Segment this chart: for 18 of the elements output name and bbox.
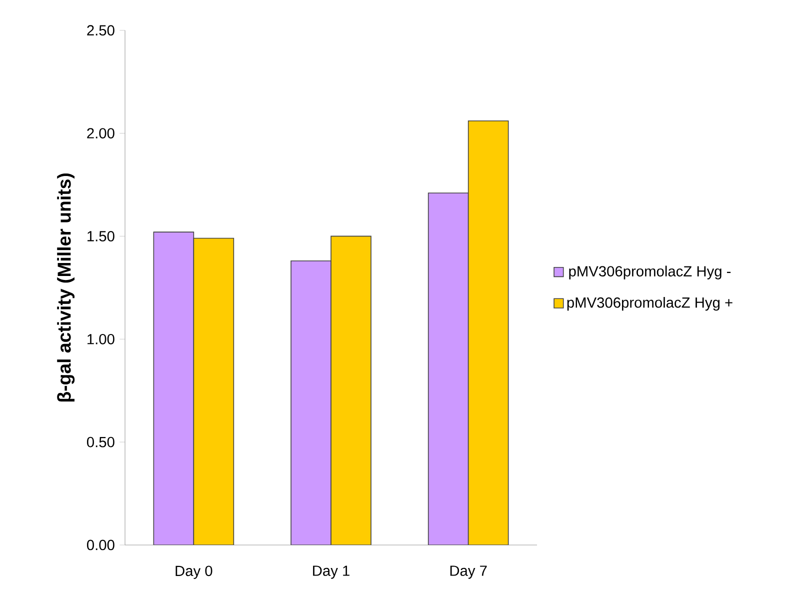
y-tick-label: 1.00 (88, 334, 114, 344)
y-tick-label: 2.50 (87, 25, 114, 36)
y-tick-label: 2.00 (87, 128, 114, 138)
y-tick-label: 0.50 (86, 436, 114, 448)
x-tick-label: Day 1 (313, 566, 350, 579)
y-tick-label: 1.50 (88, 231, 114, 242)
bar (468, 120, 509, 545)
bar (428, 192, 469, 545)
bar (290, 260, 332, 545)
legend-label: pMV306promolacZ Hyg - (569, 266, 731, 280)
legend-label: pMV306promolacZ Hyg + (567, 296, 732, 311)
bar (330, 236, 372, 545)
x-tick-label: Day 0 (176, 566, 212, 579)
y-tick-label: 0.00 (86, 540, 114, 550)
y-axis-title: β-gal activity (Miller units) (57, 173, 75, 402)
x-tick-label: Day 7 (450, 566, 487, 579)
bar (193, 238, 234, 545)
bar (153, 232, 194, 545)
